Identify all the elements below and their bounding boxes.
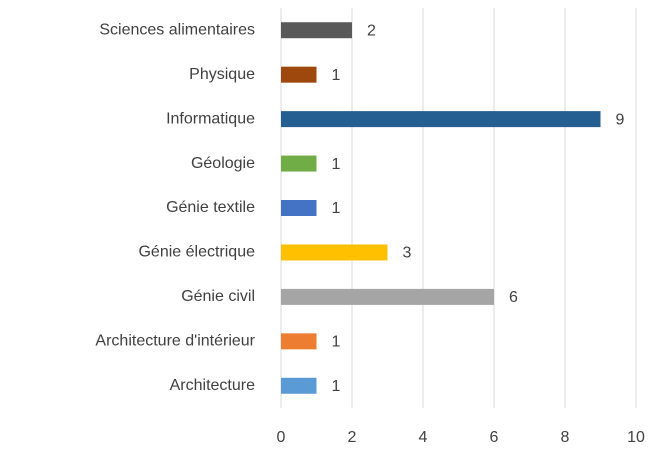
- data-label: 1: [332, 378, 341, 395]
- y-tick-label: Physique: [189, 66, 255, 83]
- y-tick-label: Informatique: [166, 110, 255, 127]
- bar: [281, 66, 317, 83]
- data-label: 3: [403, 245, 412, 262]
- x-tick-label: 2: [348, 429, 357, 446]
- data-label: 2: [367, 22, 376, 39]
- bar: [281, 111, 601, 128]
- x-tick-label: 0: [277, 429, 286, 446]
- bar: [281, 22, 352, 39]
- data-label: 9: [616, 111, 625, 128]
- bar: [281, 377, 317, 394]
- y-tick-label: Architecture d'intérieur: [95, 333, 255, 350]
- x-tick-label: 4: [419, 429, 428, 446]
- bar: [281, 155, 317, 172]
- data-label: 6: [509, 289, 518, 306]
- bar: [281, 333, 317, 350]
- bar: [281, 288, 494, 305]
- y-tick-label: Génie textile: [166, 199, 255, 216]
- data-label: 1: [332, 200, 341, 217]
- x-tick-label: 8: [561, 429, 570, 446]
- y-tick-label: Architecture: [170, 377, 255, 394]
- data-label: 1: [332, 334, 341, 351]
- y-tick-label: Génie civil: [181, 288, 255, 305]
- y-tick-label: Géologie: [191, 155, 255, 172]
- data-label: 1: [332, 67, 341, 84]
- data-label: 1: [332, 156, 341, 173]
- y-tick-label: Sciences alimentaires: [99, 21, 255, 38]
- bar: [281, 244, 388, 261]
- x-tick-label: 10: [627, 429, 645, 446]
- bar: [281, 200, 317, 216]
- x-tick-label: 6: [490, 429, 499, 446]
- y-tick-label: Génie électrique: [138, 244, 255, 261]
